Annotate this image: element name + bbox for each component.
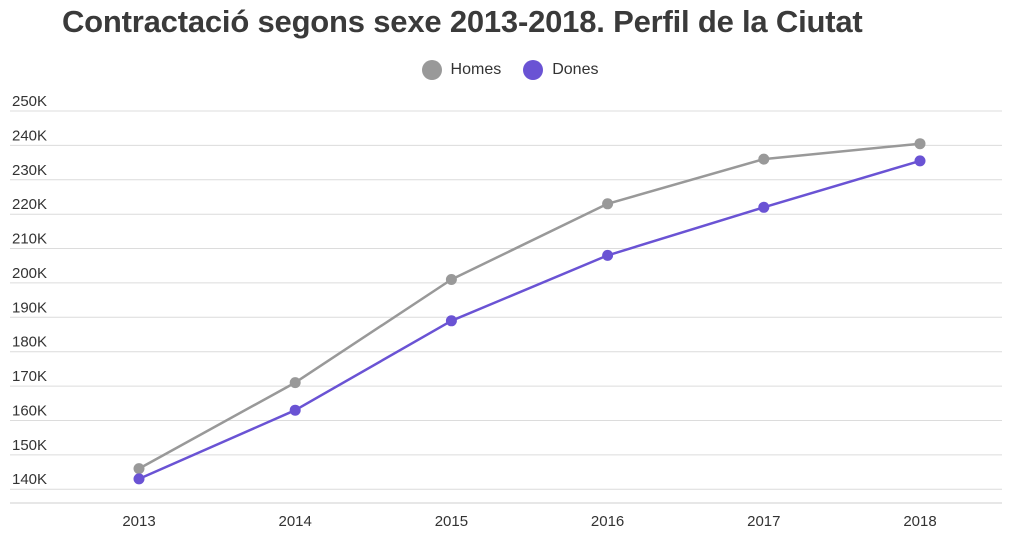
data-point-homes-2018: [914, 138, 926, 150]
x-tick-label-2016: 2016: [591, 513, 624, 530]
y-tick-label-230k: 230K: [12, 162, 47, 179]
data-point-dones-2018: [914, 155, 926, 167]
data-point-dones-2015: [445, 315, 457, 327]
x-tick-label-2013: 2013: [122, 513, 155, 530]
data-point-dones-2013: [133, 473, 145, 485]
data-point-homes-2015: [445, 274, 457, 285]
legend-item-dones[interactable]: Dones: [515, 60, 598, 80]
y-tick-label-200k: 200K: [12, 265, 47, 282]
data-point-dones-2017: [758, 201, 770, 213]
legend-swatch-dones: [523, 60, 544, 80]
series-line-dones: [137, 159, 922, 481]
series-line-homes: [137, 142, 922, 470]
y-tick-label-220k: 220K: [12, 196, 47, 213]
x-tick-label-2015: 2015: [435, 513, 468, 530]
legend-label-homes: Homes: [450, 61, 502, 78]
x-axis-tick-labels: 2013 2014 2015 2016 2017 2018: [122, 513, 936, 530]
legend-swatch-homes: [421, 60, 442, 80]
x-tick-label-2018: 2018: [903, 513, 936, 530]
x-tick-label-2017: 2017: [747, 513, 780, 530]
data-point-homes-2017: [758, 153, 770, 165]
legend-label-dones: Dones: [552, 61, 599, 78]
y-tick-label-210k: 210K: [12, 231, 47, 248]
data-point-dones-2014: [289, 404, 301, 416]
y-tick-label-170k: 170K: [12, 368, 47, 385]
y-tick-label-240k: 240K: [12, 127, 47, 144]
data-points: [133, 138, 926, 485]
grid-lines: [10, 110, 1002, 504]
y-axis-tick-labels: 140K 150K 160K 170K 180K 190K 200K 210K 220K 230K…: [12, 93, 47, 488]
y-tick-label-190k: 190K: [12, 299, 47, 316]
legend: Homes Dones: [0, 60, 1012, 80]
y-tick-label-250k: 250K: [12, 93, 47, 110]
x-tick-label-2014: 2014: [279, 513, 312, 530]
data-point-dones-2016: [602, 249, 614, 261]
y-tick-label-180k: 180K: [12, 334, 47, 351]
data-point-homes-2016: [602, 198, 614, 210]
y-tick-label-140k: 140K: [12, 471, 47, 488]
y-tick-label-160k: 160K: [12, 403, 47, 420]
legend-item-homes[interactable]: Homes: [414, 60, 502, 80]
chart-title: Contractació segons sexe 2013-2018. Perf…: [62, 4, 863, 39]
data-point-homes-2013: [133, 463, 145, 475]
series-lines: [137, 142, 922, 481]
data-point-homes-2014: [289, 377, 301, 389]
y-tick-label-150k: 150K: [12, 437, 47, 454]
